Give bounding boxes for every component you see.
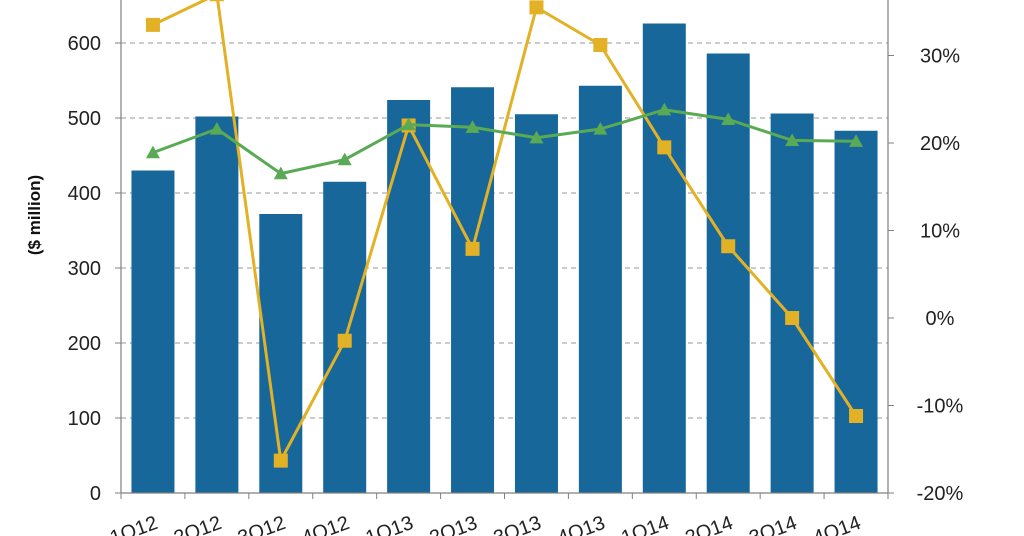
square-marker [657, 140, 672, 155]
bar [706, 53, 750, 493]
x-tick-label: 2Q13 [427, 512, 481, 536]
x-tick-label: 2Q12 [171, 512, 225, 536]
x-tick-label: 4Q14 [810, 512, 864, 536]
x-tick-label: 4Q12 [299, 512, 353, 536]
right-tick-label: 0% [926, 308, 955, 330]
left-tick-label: 0 [90, 483, 101, 505]
bar [514, 114, 558, 493]
left-tick-label: 600 [68, 33, 101, 55]
square-marker [209, 0, 224, 2]
x-tick-label: 2Q14 [682, 512, 736, 536]
triangle-marker [657, 102, 672, 116]
right-tick-label: -10% [917, 396, 964, 418]
triangle-marker [401, 117, 416, 131]
x-tick-label: 4Q13 [555, 512, 609, 536]
bar [834, 130, 878, 493]
square-marker [529, 0, 544, 15]
axes [115, 0, 894, 499]
bar [451, 87, 495, 493]
right-tick-label: 10% [920, 221, 960, 243]
left-tick-label: 300 [68, 258, 101, 280]
x-tick-label: 1Q12 [107, 512, 161, 536]
triangle-marker [337, 152, 352, 166]
x-tick-label: 3Q13 [491, 512, 545, 536]
triangle-marker [273, 166, 288, 180]
square-marker-line [152, 0, 858, 463]
bar-series [131, 23, 878, 493]
bar [578, 85, 622, 493]
left-tick-label: 400 [68, 183, 101, 205]
bar [131, 170, 175, 493]
left-tick-label: 100 [68, 408, 101, 430]
square-marker [849, 409, 864, 423]
right-tick-label: 20% [920, 133, 960, 155]
triangle-marker [529, 130, 544, 144]
left-tick-label: 500 [68, 108, 101, 130]
square-marker [721, 239, 736, 254]
right-tick-label: -20% [917, 483, 964, 505]
triangle-marker-line [152, 108, 857, 176]
square-marker [785, 311, 800, 325]
x-tick-label: 1Q14 [618, 512, 672, 536]
bar [387, 100, 431, 493]
triangle-marker [721, 112, 736, 125]
triangle-marker [785, 133, 800, 146]
square-marker [465, 241, 480, 256]
triangle-marker [849, 134, 864, 147]
triangle-marker [465, 120, 480, 133]
bar [642, 23, 686, 493]
square-marker [337, 333, 352, 348]
triangle-marker [593, 122, 608, 135]
right-tick-label: 30% [920, 46, 960, 68]
line-series [145, 0, 864, 468]
x-tick-label: 1Q13 [363, 512, 417, 536]
square-marker [593, 38, 608, 52]
y-axis-title: ($ million) [25, 175, 44, 255]
bar [195, 116, 239, 493]
triangle-marker [145, 145, 160, 159]
gridlines [121, 42, 888, 419]
x-tick-label: 3Q14 [746, 512, 800, 536]
triangle-marker [209, 122, 224, 135]
x-tick-label: 3Q12 [235, 512, 289, 536]
square-marker [145, 17, 160, 32]
square-marker [273, 453, 288, 468]
left-tick-label: 200 [68, 333, 101, 355]
